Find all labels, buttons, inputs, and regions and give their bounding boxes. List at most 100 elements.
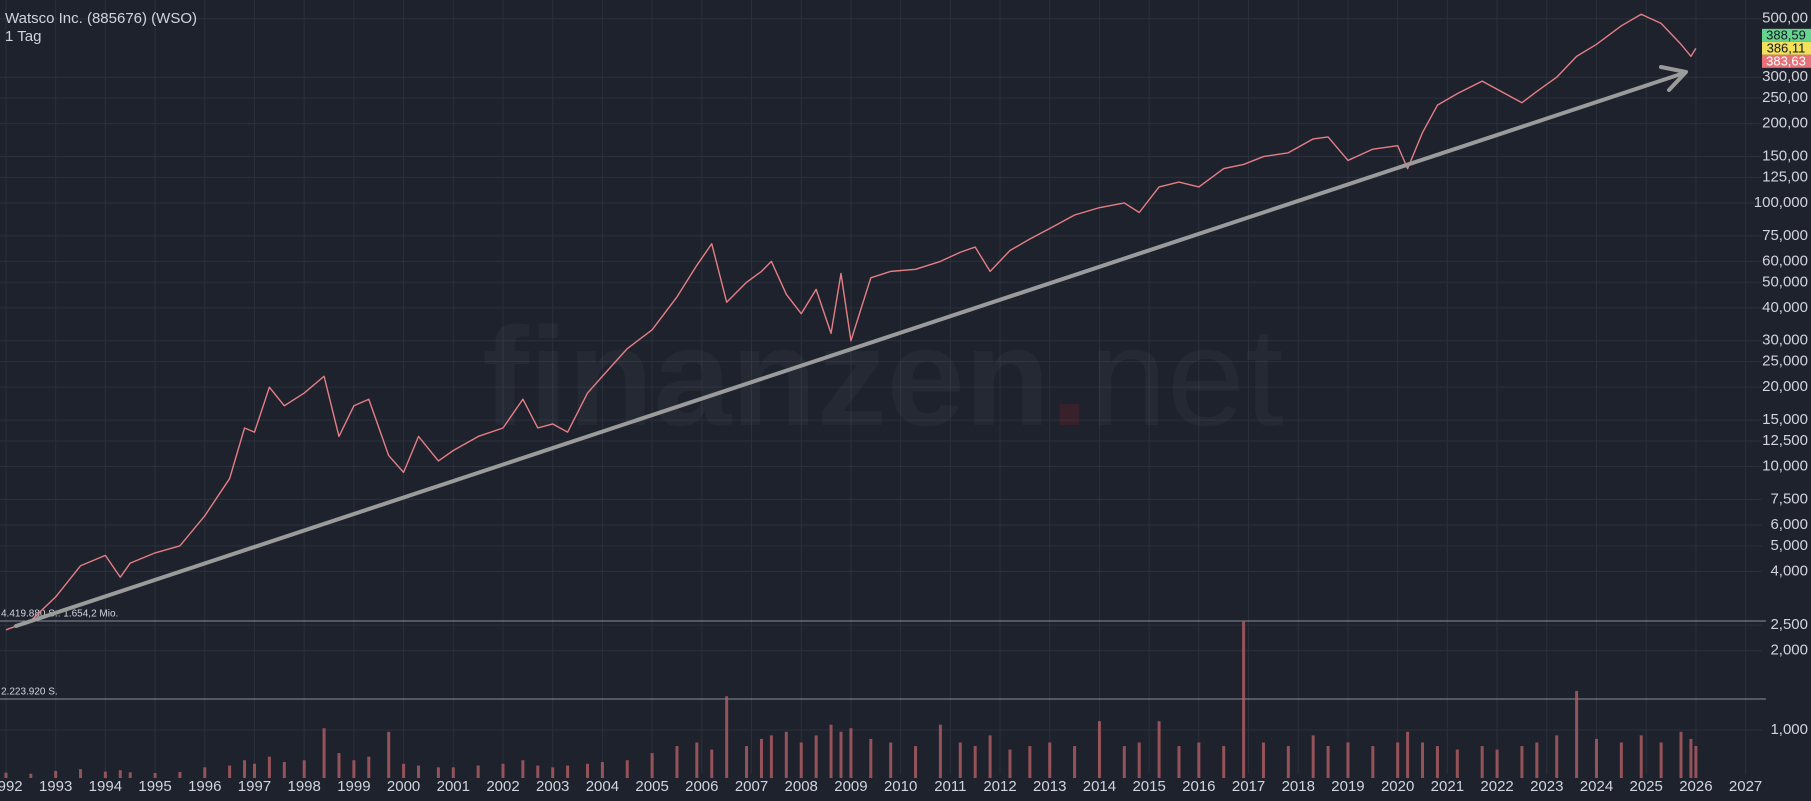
volume-bar xyxy=(1073,746,1077,778)
volume-bar xyxy=(1659,742,1663,778)
x-tick-label: 2003 xyxy=(536,778,569,795)
y-tick-label: 5,000 xyxy=(1770,537,1808,554)
volume-bar xyxy=(1097,721,1101,778)
x-tick-label: 2005 xyxy=(635,778,668,795)
volume-bar xyxy=(650,753,654,778)
volume-bar xyxy=(829,724,833,778)
volume-bar xyxy=(1406,731,1410,778)
x-tick-label: 1996 xyxy=(188,778,221,795)
x-tick-label: 2008 xyxy=(785,778,818,795)
arrow-shaft xyxy=(14,71,1686,628)
x-tick-label: 2010 xyxy=(884,778,917,795)
volume-bar xyxy=(451,767,455,778)
volume-bar xyxy=(1421,742,1425,778)
volume-bar xyxy=(536,765,540,778)
x-tick-label: 2022 xyxy=(1480,778,1513,795)
watermark-tld: net xyxy=(1089,298,1284,455)
y-tick-label: 2,000 xyxy=(1770,642,1808,659)
volume-bar xyxy=(1435,746,1439,778)
price-line xyxy=(5,13,1697,631)
x-tick-label: 2021 xyxy=(1431,778,1464,795)
y-tick-label: 100,000 xyxy=(1754,194,1808,211)
x-tick-label: 1993 xyxy=(39,778,72,795)
x-tick-label: 2011 xyxy=(934,778,966,795)
x-tick-label: 2027 xyxy=(1729,778,1762,795)
volume-bar xyxy=(600,762,604,778)
volume-bar xyxy=(282,762,286,778)
x-tick-label: 1999 xyxy=(337,778,370,795)
x-tick-label: 1997 xyxy=(238,778,271,795)
price-tag-label: 388,59 xyxy=(1766,27,1806,42)
y-tick-label: 125,00 xyxy=(1762,168,1808,185)
y-tick-label: 40,000 xyxy=(1762,299,1808,316)
volume-bar xyxy=(203,767,207,778)
trend-arrow xyxy=(14,65,1688,628)
volume-bar xyxy=(436,767,440,778)
x-tick-label: 2000 xyxy=(387,778,420,795)
volume-bar xyxy=(769,735,773,778)
y-tick-label: 30,000 xyxy=(1762,332,1808,349)
x-tick-label: 2026 xyxy=(1679,778,1712,795)
volume-bar xyxy=(1048,742,1052,778)
volume-bar xyxy=(725,696,729,778)
price-layer xyxy=(5,13,1697,631)
volume-bar xyxy=(417,765,421,778)
y-tick-label: 50,000 xyxy=(1762,273,1808,290)
x-tick-label: 2025 xyxy=(1630,778,1663,795)
y-tick-label: 500,00 xyxy=(1762,10,1808,27)
x-tick-label: 2009 xyxy=(834,778,867,795)
x-tick-label: 1998 xyxy=(287,778,320,795)
chart-title: Watsco Inc. (885676) (WSO) xyxy=(5,10,197,27)
volume-bar xyxy=(322,728,326,778)
volume-bar xyxy=(118,770,122,778)
volume-bar xyxy=(1371,746,1375,778)
axes: 1992 1993 1994 1995 1996 1997 1998 1999 2000 2001… xyxy=(0,10,1811,795)
x-tick-label: 2015 xyxy=(1132,778,1165,795)
volume-bar xyxy=(1480,746,1484,778)
volume-bar xyxy=(521,760,525,778)
volume-bar xyxy=(1619,742,1623,778)
x-tick-label: 2016 xyxy=(1182,778,1215,795)
volume-bar xyxy=(585,763,589,778)
volume-bar xyxy=(1261,742,1265,778)
volume-bar xyxy=(1028,746,1032,778)
x-tick-label: 2004 xyxy=(586,778,619,795)
volume-bar xyxy=(1177,746,1181,778)
volume-bar xyxy=(551,767,555,778)
y-tick-label: 12,500 xyxy=(1762,432,1808,449)
volume-bar xyxy=(501,763,505,778)
volume-bar xyxy=(1520,746,1524,778)
y-tick-label: 300,00 xyxy=(1762,68,1808,85)
y-tick-label: 150,00 xyxy=(1762,148,1808,165)
volume-bar xyxy=(4,772,8,778)
volume-bar xyxy=(675,746,679,778)
volume-bar xyxy=(849,728,853,778)
chart-subtitle: 1 Tag xyxy=(5,28,41,45)
volume-bar xyxy=(869,738,873,778)
x-tick-label: 2019 xyxy=(1331,778,1364,795)
y-tick-label: 4,000 xyxy=(1770,562,1808,579)
y-tick-label: 60,000 xyxy=(1762,252,1808,269)
y-tick-label: 1,000 xyxy=(1770,721,1808,738)
volume-bar xyxy=(889,742,893,778)
volume-bar xyxy=(103,771,107,778)
volume-bar xyxy=(29,773,33,778)
x-tick-label: 1995 xyxy=(138,778,171,795)
volume-bar xyxy=(839,731,843,778)
volume-bar xyxy=(745,746,749,778)
volume-bar xyxy=(1242,621,1246,778)
volume-bar xyxy=(387,731,391,778)
volume-bar xyxy=(1455,749,1459,778)
volume-bar xyxy=(566,765,570,778)
volume-bar xyxy=(402,763,406,778)
volume-bar xyxy=(302,760,306,778)
volume-bar xyxy=(1326,746,1330,778)
volume-bar xyxy=(252,763,256,778)
volume-bar xyxy=(79,769,83,778)
x-tick-label: 2007 xyxy=(735,778,768,795)
volume-bar xyxy=(1122,746,1126,778)
volume-bar xyxy=(476,765,480,778)
volume-bar xyxy=(1575,690,1579,778)
